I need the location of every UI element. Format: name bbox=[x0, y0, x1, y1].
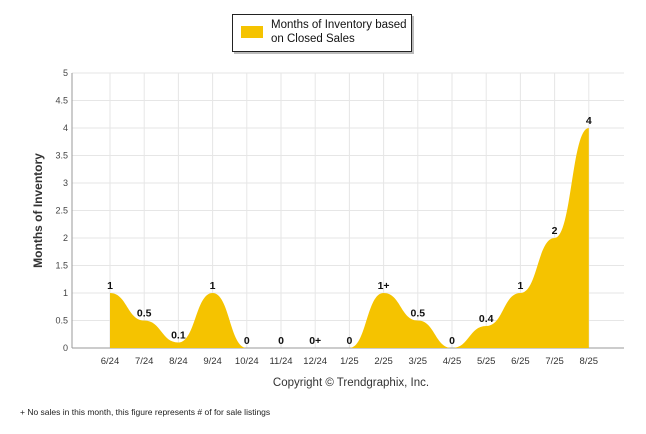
y-tick-label: 4 bbox=[63, 123, 68, 133]
data-label: 0 bbox=[449, 335, 455, 347]
copyright-text: Copyright © Trendgraphix, Inc. bbox=[272, 377, 430, 389]
legend-swatch bbox=[241, 26, 263, 38]
data-label: 2 bbox=[552, 225, 558, 237]
x-tick-label: 12/24 bbox=[303, 356, 327, 367]
data-label: 1 bbox=[107, 280, 113, 292]
y-tick-label: 1 bbox=[63, 288, 68, 298]
x-tick-label: 6/24 bbox=[101, 356, 120, 367]
data-label: 0.5 bbox=[137, 308, 152, 320]
x-tick-label: 8/25 bbox=[580, 356, 599, 367]
x-tick-label: 11/24 bbox=[269, 356, 292, 367]
data-label: 1+ bbox=[378, 280, 390, 292]
x-tick-label: 4/25 bbox=[443, 356, 462, 367]
footnote-text: + No sales in this month, this figure re… bbox=[20, 407, 271, 417]
y-tick-label: 1.5 bbox=[55, 261, 68, 271]
x-tick-label: 3/25 bbox=[409, 356, 428, 367]
y-tick-label: 0.5 bbox=[55, 316, 68, 326]
x-tick-label: 2/25 bbox=[374, 356, 393, 367]
y-tick-label: 3 bbox=[63, 178, 68, 188]
legend-label: Months of Inventory based on Closed Sale… bbox=[271, 19, 407, 45]
x-tick-label: 8/24 bbox=[169, 356, 188, 367]
data-label: 0 bbox=[278, 335, 284, 347]
y-tick-label: 3.5 bbox=[55, 151, 68, 161]
data-label: 0 bbox=[244, 335, 250, 347]
x-tick-label: 9/24 bbox=[203, 356, 222, 367]
series-area bbox=[110, 128, 589, 348]
legend: Months of Inventory based on Closed Sale… bbox=[232, 14, 412, 52]
y-tick-label: 4.5 bbox=[55, 96, 68, 106]
data-label: 0.5 bbox=[410, 308, 425, 320]
x-tick-label: 7/24 bbox=[135, 356, 154, 367]
y-tick-label: 2.5 bbox=[55, 206, 68, 216]
y-tick-label: 0 bbox=[63, 343, 68, 353]
y-tick-label: 5 bbox=[63, 68, 68, 78]
x-tick-label: 6/25 bbox=[511, 356, 530, 367]
x-tick-label: 10/24 bbox=[235, 356, 259, 367]
data-label: 4 bbox=[586, 115, 592, 127]
data-label: 0.4 bbox=[479, 313, 494, 325]
data-label: 1 bbox=[517, 280, 523, 292]
data-label: 0+ bbox=[309, 335, 321, 347]
x-tick-label: 5/25 bbox=[477, 356, 496, 367]
x-tick-label: 1/25 bbox=[340, 356, 359, 367]
y-tick-label: 2 bbox=[63, 233, 68, 243]
y-axis-title: Months of Inventory bbox=[31, 153, 45, 268]
data-label: 0 bbox=[346, 335, 352, 347]
data-label: 1 bbox=[210, 280, 216, 292]
data-label: 0.1 bbox=[171, 330, 186, 342]
x-tick-label: 7/25 bbox=[545, 356, 564, 367]
